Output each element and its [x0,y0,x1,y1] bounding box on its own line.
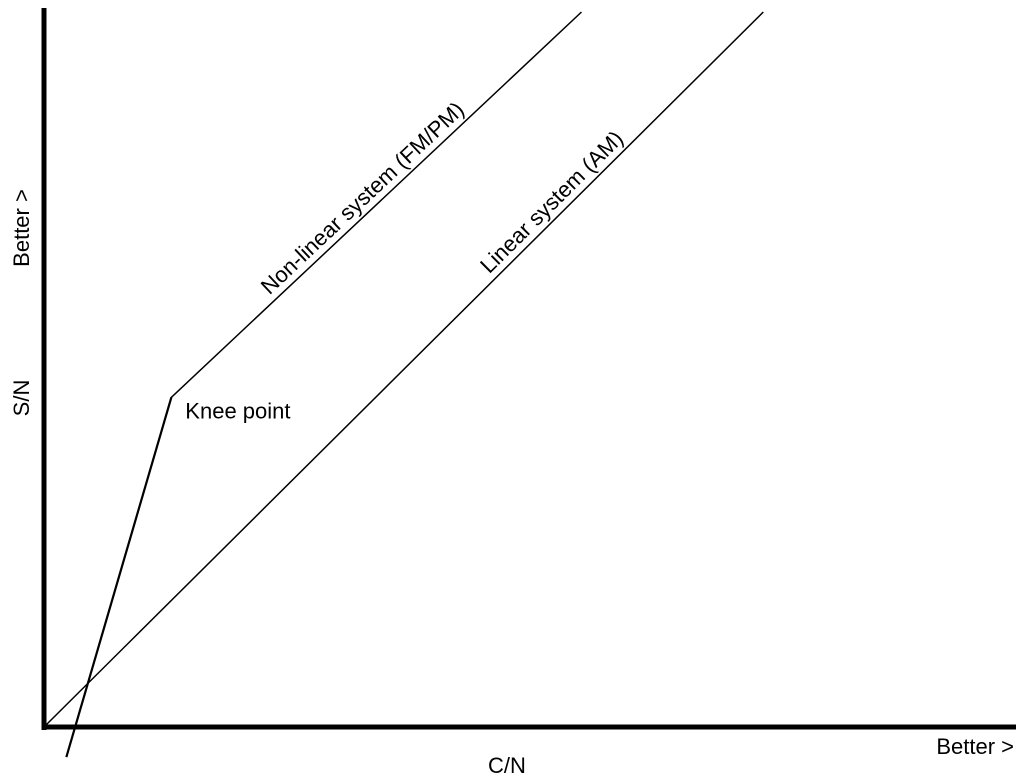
x-axis-label: C/N [488,753,526,778]
y-axis-label: S/N [9,380,34,417]
x-axis-direction-label: Better > [936,734,1014,759]
series-line-linear-system [43,11,764,728]
series-segment-below-knee [65,397,173,758]
series-layer [43,11,764,758]
y-axis-direction-label: Better > [9,189,34,267]
knee-point-annotation: Knee point [185,398,290,423]
